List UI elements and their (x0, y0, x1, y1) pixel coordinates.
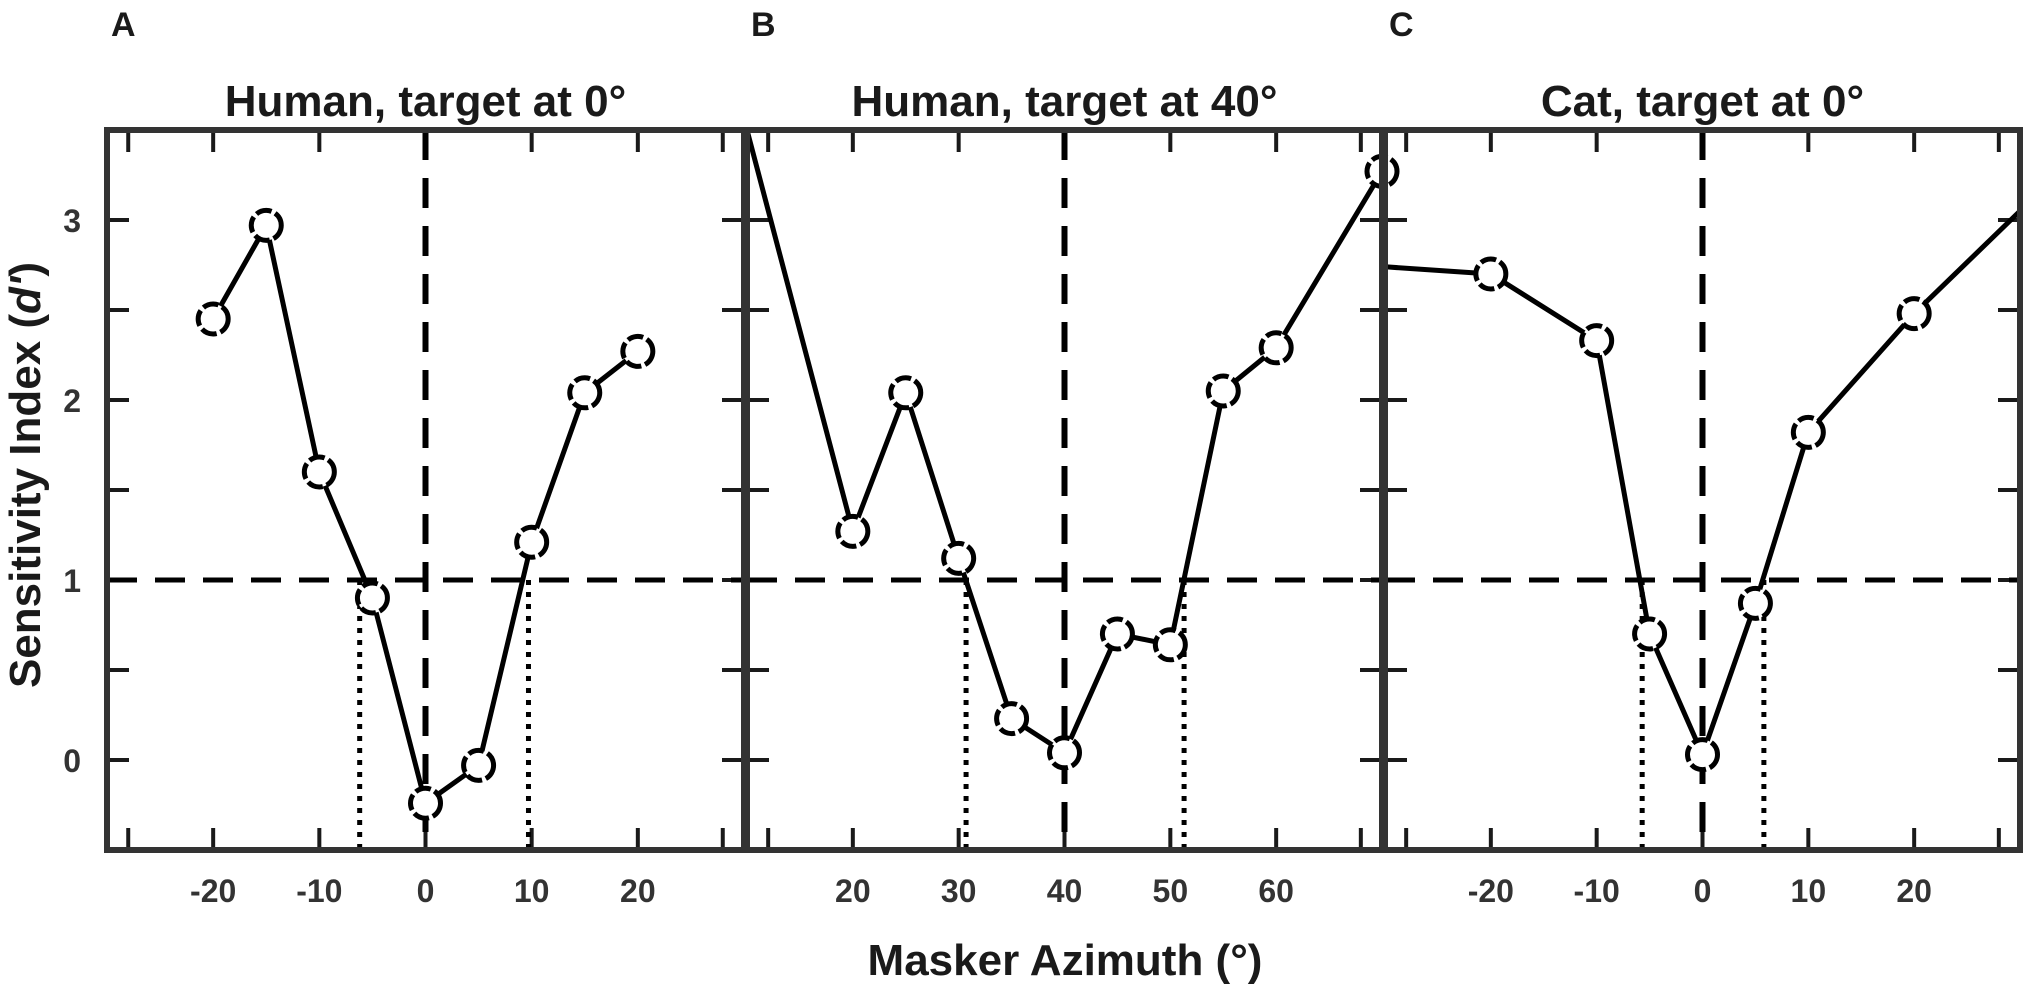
panel-b: B Human, target at 40° 20 30 40 50 60 (744, 6, 1400, 909)
panel-title-c: Cat, target at 0° (1541, 77, 1864, 126)
data-point (1579, 323, 1615, 359)
data-point (1896, 296, 1932, 332)
data-point (835, 513, 871, 549)
y-tick-label: 0 (63, 743, 81, 779)
data-point (620, 333, 656, 369)
y-axis-label-main: Sensitivity Index ( (1, 314, 50, 688)
data-point (1099, 616, 1135, 652)
panel-letter-a: A (111, 6, 136, 44)
y-tick-label: 2 (63, 383, 81, 419)
x-tick-label: 10 (514, 873, 550, 909)
y-tick-label: 3 (63, 203, 81, 239)
y-tick-label: 1 (63, 563, 81, 599)
x-tick-label: 10 (1791, 873, 1827, 909)
x-axis-label: Masker Azimuth (°) (868, 936, 1263, 985)
data-point (1205, 373, 1241, 409)
x-tick-label: 40 (1047, 873, 1083, 909)
data-point (1047, 735, 1082, 771)
y-axis-label: Sensitivity Index (d') (1, 262, 50, 688)
data-point (1473, 256, 1509, 292)
data-point (888, 375, 924, 411)
data-point (195, 301, 231, 337)
x-tick-label: -10 (1574, 873, 1620, 909)
x-tick-label: 30 (941, 873, 977, 909)
x-tick-label: 60 (1258, 873, 1294, 909)
data-point (1632, 616, 1668, 652)
y-axis-label-italic: d' (1, 275, 50, 314)
x-tick-label: 20 (1896, 873, 1932, 909)
x-tick-label: 20 (620, 873, 656, 909)
data-point (1685, 737, 1720, 773)
data-point (1152, 627, 1188, 663)
x-tick-label: 20 (835, 873, 871, 909)
data-point (408, 785, 443, 821)
panel-frame (1382, 127, 2023, 853)
data-point (1737, 585, 1773, 621)
panel-letter-c: C (1389, 6, 1414, 44)
data-point (994, 701, 1030, 737)
x-tick-label: -20 (1468, 873, 1514, 909)
x-tick-label: 0 (1694, 873, 1712, 909)
data-point (567, 375, 603, 411)
data-point (514, 524, 550, 560)
panel-title-b: Human, target at 40° (852, 77, 1278, 126)
panel-letter-b: B (751, 6, 776, 44)
panel-a: A Human, target at 0° -20 -10 0 10 20 0 1 2 3 (63, 6, 747, 909)
x-tick-label: -20 (190, 873, 236, 909)
panels: A Human, target at 0° -20 -10 0 10 20 0 1 2 3 B Huma… (63, 6, 2023, 909)
data-point (354, 580, 390, 616)
y-axis-label-end: ) (1, 262, 50, 277)
data-point (1790, 414, 1826, 450)
x-tick-label: -10 (296, 873, 342, 909)
panel-c: C Cat, target at 0° -20 -10 0 10 20 (1382, 6, 2023, 909)
data-point (248, 207, 284, 243)
data-point (461, 747, 497, 783)
x-tick-label: 0 (417, 873, 435, 909)
data-point (301, 454, 337, 490)
data-point (941, 540, 977, 576)
data-point (1258, 330, 1294, 366)
panel-title-a: Human, target at 0° (225, 77, 626, 126)
x-tick-label: 50 (1153, 873, 1189, 909)
